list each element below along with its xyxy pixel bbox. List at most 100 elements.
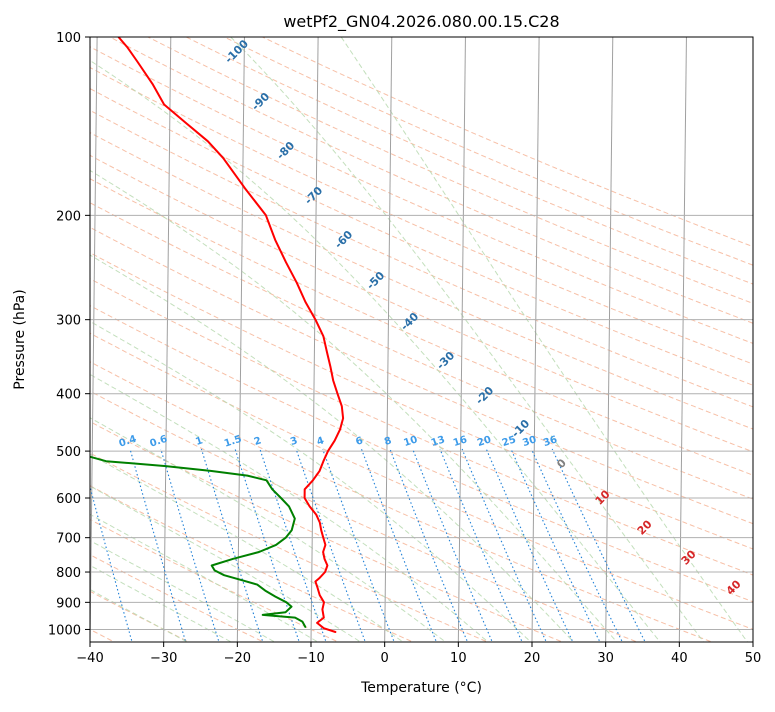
mixing-ratio-label: 25 bbox=[501, 434, 518, 449]
dewpoint-trace bbox=[90, 455, 307, 628]
y-tick-label: 600 bbox=[56, 492, 81, 507]
x-tick-label: −10 bbox=[297, 651, 324, 666]
moist-adiabat-label: 0 bbox=[554, 456, 569, 471]
moist-adiabat-line bbox=[90, 564, 233, 642]
y-tick-label: 100 bbox=[56, 31, 81, 46]
x-tick-label: 0 bbox=[381, 651, 389, 666]
moist-adiabat-line bbox=[340, 37, 749, 642]
x-tick-label: 30 bbox=[597, 651, 614, 666]
moist-adiabat-line bbox=[90, 59, 661, 642]
dry-adiabat-line bbox=[90, 305, 753, 603]
mixing-ratio-line bbox=[259, 448, 327, 642]
mixing-ratio-label: 0.1 bbox=[21, 434, 41, 450]
dry-adiabat-line bbox=[90, 109, 753, 408]
mixing-ratio-line bbox=[129, 448, 187, 642]
moist-adiabat-line bbox=[90, 453, 404, 642]
dry-adiabat-label: -50 bbox=[364, 269, 387, 292]
mixing-ratio-label: 1 bbox=[194, 435, 204, 448]
dry-adiabat-label: -90 bbox=[249, 90, 272, 113]
chart-title: wetPf2_GN04.2026.080.00.15.C28 bbox=[283, 12, 559, 32]
moist-adiabat-line bbox=[90, 417, 447, 642]
line-labels: 0.1 0.2 0.4 0.6 1 1.5 2 3 4 6 8 10 13 16 20 25 30 36-100-… bbox=[21, 37, 744, 598]
isotherm-line bbox=[605, 37, 614, 642]
dry-adiabat-line bbox=[90, 485, 415, 642]
x-tick-label: 20 bbox=[524, 651, 541, 666]
moist-adiabat-label: 30 bbox=[679, 547, 699, 567]
y-tick-label: 500 bbox=[56, 445, 81, 460]
mixing-ratio-line bbox=[389, 448, 469, 642]
dry-adiabat-line bbox=[108, 37, 753, 324]
mixing-ratio-line bbox=[439, 448, 523, 642]
mixing-ratio-line bbox=[33, 449, 82, 644]
dry-adiabat-line bbox=[90, 46, 753, 344]
mixing-ratio-label: 4 bbox=[316, 435, 326, 448]
y-tick-label: 300 bbox=[56, 314, 81, 329]
x-tick-label: 10 bbox=[450, 651, 467, 666]
dry-adiabat-line bbox=[90, 226, 753, 525]
y-tick-label: 800 bbox=[56, 566, 81, 581]
x-tick-label: −20 bbox=[224, 651, 251, 666]
isotherm-line bbox=[531, 37, 540, 642]
mixing-ratio-line bbox=[200, 448, 264, 642]
isotherm-line bbox=[90, 37, 98, 642]
moist-adiabat-line bbox=[90, 373, 489, 642]
mixing-ratio-label: 16 bbox=[452, 434, 469, 449]
axes: −40 −30 −20 −10 0 10 20 30 40 5010020030040050060… bbox=[48, 31, 761, 666]
mixing-ratio-line bbox=[510, 448, 601, 642]
moist-adiabat-line bbox=[229, 37, 705, 642]
isotherm-line bbox=[163, 37, 172, 642]
mixing-ratio-label: 36 bbox=[542, 434, 559, 449]
plot-frame bbox=[89, 36, 754, 643]
moist-adiabat-line bbox=[90, 485, 362, 642]
mixing-ratio-line bbox=[160, 448, 220, 642]
dry-adiabat-line bbox=[90, 518, 340, 642]
mixing-ratio-label: 20 bbox=[476, 434, 493, 449]
x-axis-label: Temperature (°C) bbox=[360, 680, 482, 696]
dry-adiabat-label: -30 bbox=[434, 349, 457, 372]
mixing-ratio-line bbox=[234, 448, 300, 642]
moist-adiabat-label: 20 bbox=[635, 517, 655, 537]
mixing-ratio-label: 0.4 bbox=[118, 434, 138, 450]
y-tick-label: 400 bbox=[56, 388, 81, 403]
dry-adiabat-line bbox=[90, 154, 753, 453]
mixing-ratio-label: 13 bbox=[430, 434, 447, 449]
y-axis-label: Pressure (hPa) bbox=[12, 289, 28, 389]
moist-adiabat-label: 40 bbox=[724, 577, 744, 597]
x-tick-label: 40 bbox=[671, 651, 688, 666]
dry-adiabat-line bbox=[90, 178, 753, 476]
mixing-ratio-label: 6 bbox=[354, 435, 364, 448]
dry-adiabat-line bbox=[90, 278, 753, 576]
x-tick-label: −40 bbox=[76, 651, 103, 666]
y-tick-label: 1000 bbox=[48, 623, 81, 638]
mixing-ratio-line bbox=[461, 448, 547, 642]
dry-adiabat-line bbox=[90, 202, 753, 500]
y-tick-label: 200 bbox=[56, 209, 81, 224]
dry-adiabat-line bbox=[90, 252, 753, 550]
mixing-ratio-label: 0.6 bbox=[149, 434, 169, 450]
isotherm-line bbox=[678, 37, 687, 642]
dry-adiabat-line bbox=[90, 554, 265, 642]
dry-adiabat-label: -80 bbox=[274, 139, 297, 162]
series-layer bbox=[90, 37, 345, 633]
isotherm-line bbox=[310, 37, 319, 642]
y-tick-label: 700 bbox=[56, 532, 81, 547]
mixing-ratio-label: 30 bbox=[521, 434, 538, 449]
mixing-ratio-label: 3 bbox=[289, 435, 299, 448]
mixing-ratio-line bbox=[551, 448, 646, 642]
moist-adiabat-line bbox=[90, 588, 189, 642]
moist-adiabat-line bbox=[90, 320, 532, 642]
moist-adiabat-line bbox=[90, 169, 618, 642]
moist-adiabat-line bbox=[90, 513, 319, 642]
x-tick-label: 50 bbox=[745, 651, 762, 666]
mixing-ratio-line bbox=[90, 484, 133, 642]
mixing-ratio-line bbox=[530, 448, 623, 642]
moist-adiabat-line bbox=[90, 254, 575, 642]
dry-adiabat-line bbox=[261, 37, 753, 248]
dry-adiabat-line bbox=[90, 452, 489, 642]
mixing-ratio-line bbox=[295, 448, 366, 642]
isotherm-line bbox=[752, 599, 753, 642]
moist-adiabat-label: 10 bbox=[593, 487, 613, 507]
dry-adiabat-line bbox=[90, 88, 753, 386]
